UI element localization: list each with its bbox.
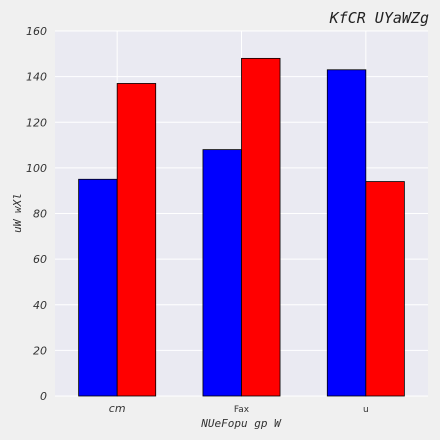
y-tick-label: 80: [33, 208, 47, 221]
y-tick-label: 160: [26, 25, 47, 38]
y-tick-label: 60: [33, 253, 47, 266]
y-tick-label: 40: [33, 299, 47, 312]
x-axis-label: NUeFopu gp W: [200, 417, 282, 430]
x-tick-label: Fax: [234, 405, 250, 415]
bar-Fax-series-1: [202, 149, 242, 397]
y-tick-label: 120: [26, 116, 47, 129]
x-tick-label: u: [363, 405, 369, 415]
bar-cm-series-2: [116, 83, 157, 397]
y-tick-label: 140: [26, 71, 47, 84]
y-tick-label: 0: [40, 390, 47, 403]
x-tick-label: cm: [109, 402, 126, 415]
x-tick-labels: cm Fax u: [109, 402, 369, 415]
bar-cm-series-1: [78, 178, 118, 397]
bar-u-series-2: [365, 181, 405, 397]
bar-u-series-1: [326, 69, 367, 397]
chart-title: KfCR UYaWZg: [329, 9, 429, 27]
bars: [78, 57, 405, 397]
y-axis-label: uW wXl: [11, 193, 24, 233]
y-tick-labels: 0 20 40 60 80 100 120 140 160: [26, 25, 47, 403]
y-tick-label: 100: [26, 162, 47, 175]
y-tick-label: 20: [33, 344, 47, 357]
bar-Fax-series-2: [241, 57, 281, 397]
